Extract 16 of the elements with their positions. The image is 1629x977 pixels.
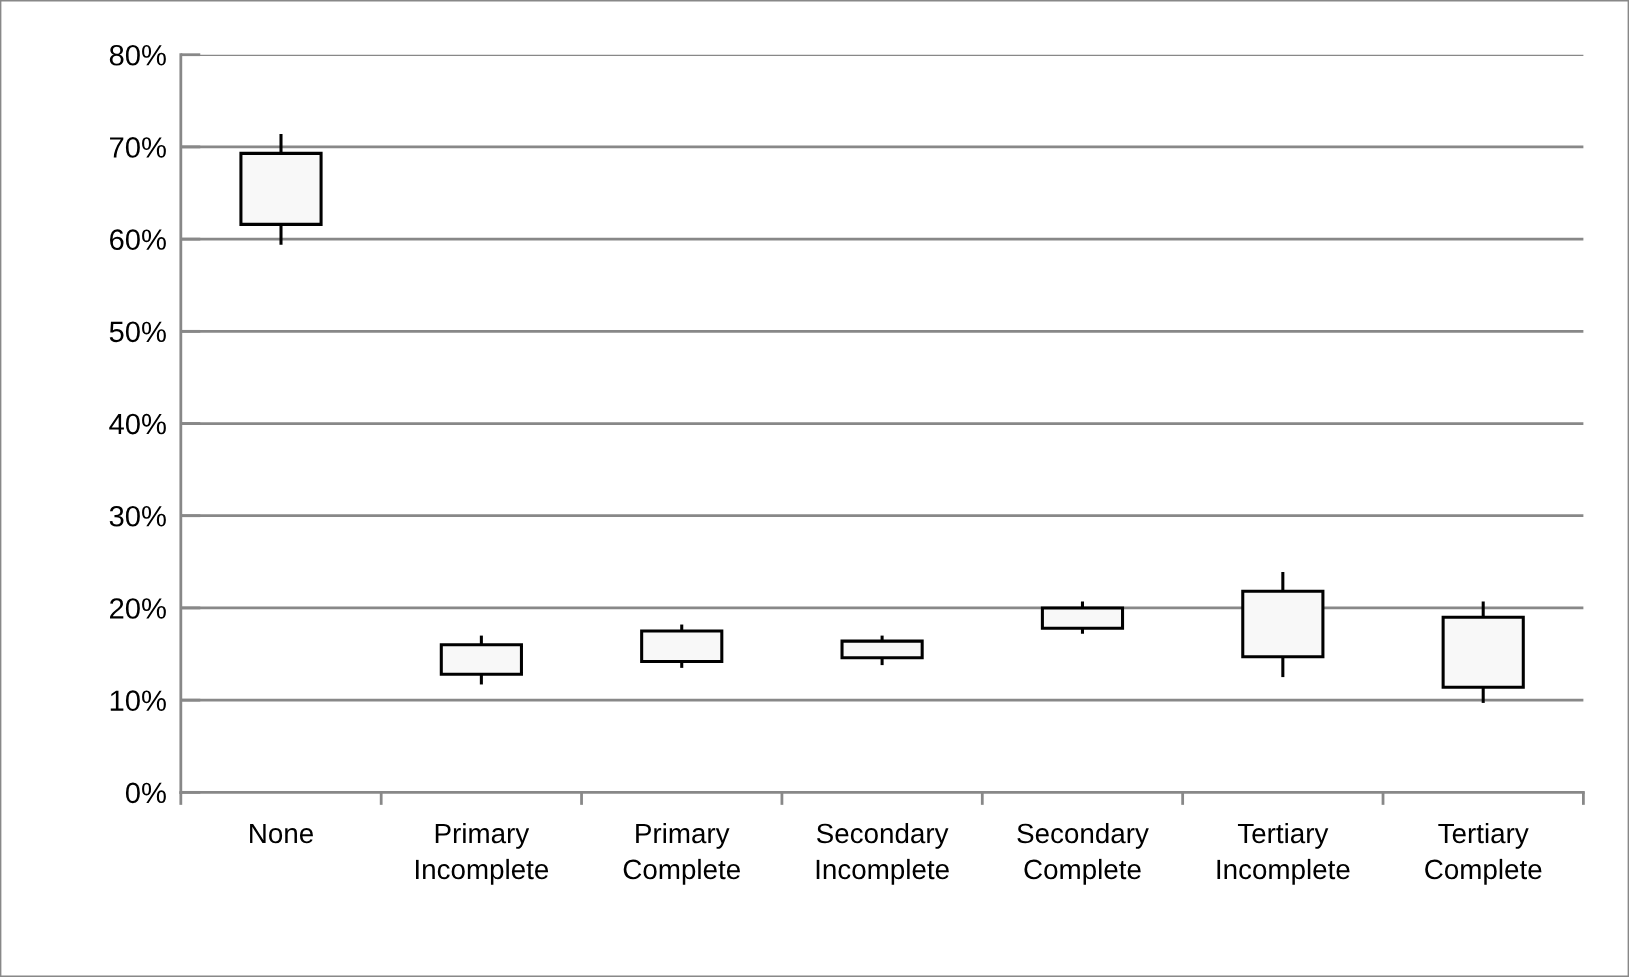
- y-tick-label: 50%: [109, 321, 166, 343]
- y-tick-label: 10%: [110, 690, 166, 711]
- y-tick-label: 60%: [110, 229, 166, 250]
- y-tick-label: 70%: [110, 137, 166, 158]
- y-tick-label: 30%: [109, 505, 166, 527]
- x-tick-label: Tertiary Complete: [1425, 822, 1542, 885]
- x-tick-label: Secondary Incomplete: [816, 822, 949, 885]
- y-tick-label: 80%: [109, 44, 166, 66]
- x-tick-label: Primary Complete: [623, 822, 740, 885]
- x-tick-label: Primary Incomplete: [416, 822, 549, 885]
- x-tick-label: Secondary Complete: [1017, 822, 1149, 885]
- y-tick-label: 0%: [125, 782, 166, 804]
- x-tick-label: None: [250, 823, 313, 844]
- y-tick-label: 20%: [110, 598, 166, 619]
- x-tick-label: Tertiary Incomplete: [1217, 822, 1350, 885]
- y-tick-label: 40%: [109, 413, 166, 435]
